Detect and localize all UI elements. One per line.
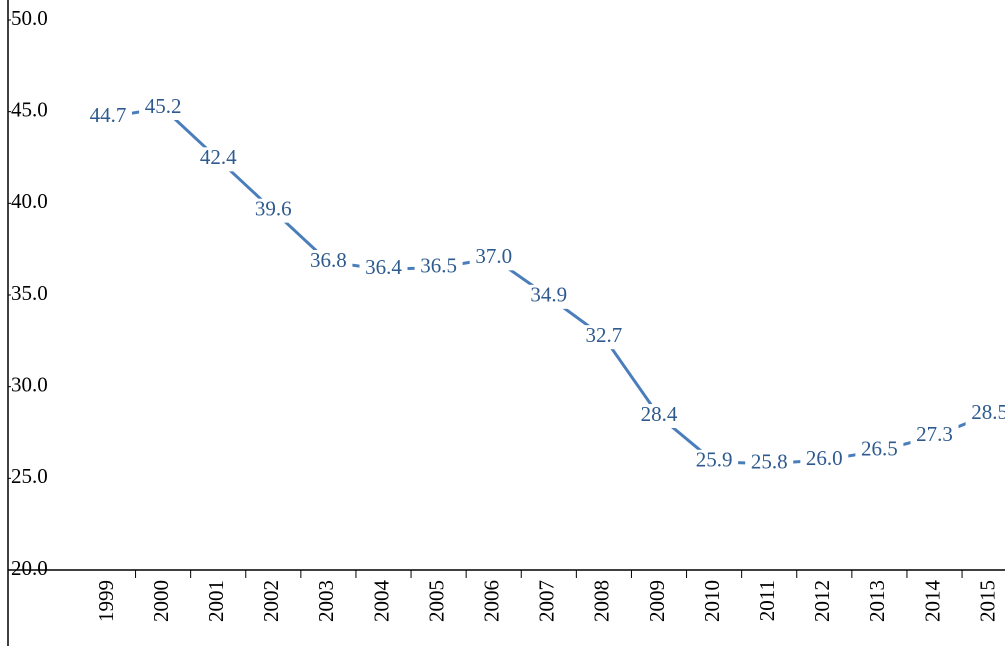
label-bg xyxy=(800,448,849,472)
label-bg xyxy=(469,246,518,271)
label-bg xyxy=(249,198,298,223)
label-bg xyxy=(635,404,683,428)
data-label: 36.4 xyxy=(365,255,402,279)
data-label: 25.9 xyxy=(696,448,733,472)
data-label: 26.5 xyxy=(861,437,898,461)
x-tick-label: 2007 xyxy=(535,580,559,622)
x-tick-label: 2000 xyxy=(149,580,173,622)
y-tick-label: 35.0 xyxy=(11,281,48,305)
label-bg xyxy=(690,449,739,474)
data-label: 32.7 xyxy=(586,323,623,347)
y-tick-label: 50.0 xyxy=(11,6,48,30)
label-bg xyxy=(579,325,628,350)
data-label: 36.5 xyxy=(420,253,457,277)
label-bg xyxy=(965,402,1005,427)
x-tick-label: 2001 xyxy=(204,580,228,622)
label-bg xyxy=(84,105,132,130)
x-tick-label: 2013 xyxy=(865,580,889,622)
label-bg xyxy=(414,255,463,280)
y-tick-label: 30.0 xyxy=(11,372,48,396)
x-tick-label: 2015 xyxy=(975,580,999,622)
data-label: 28.5 xyxy=(971,400,1005,424)
x-tick-label: 2012 xyxy=(810,580,834,622)
y-tick-label: 45.0 xyxy=(11,97,48,121)
data-label: 42.4 xyxy=(200,145,237,169)
data-label: 26.0 xyxy=(806,446,843,470)
x-tick-label: 2008 xyxy=(590,580,614,622)
label-bg xyxy=(359,257,408,282)
label-bg xyxy=(910,424,959,449)
label-bg xyxy=(855,438,904,463)
y-tick-label: 20.0 xyxy=(11,556,48,580)
data-label: 44.7 xyxy=(90,103,127,127)
x-tick-label: 2010 xyxy=(700,580,724,622)
label-bg xyxy=(745,451,794,476)
x-tick-label: 2006 xyxy=(480,580,504,622)
data-label: 36.8 xyxy=(310,248,347,272)
y-tick-label: 25.0 xyxy=(11,464,48,488)
label-bg xyxy=(194,147,243,172)
x-tick-label: 2005 xyxy=(424,580,448,622)
label-bg xyxy=(304,250,353,274)
label-bg xyxy=(524,284,573,309)
data-label: 27.3 xyxy=(916,422,953,446)
x-tick-label: 2009 xyxy=(645,580,669,622)
x-tick-label: 1999 xyxy=(94,580,118,622)
data-label: 39.6 xyxy=(255,196,292,220)
data-label: 45.2 xyxy=(145,94,182,118)
x-tick-label: 2014 xyxy=(920,580,944,623)
x-tick-label: 2011 xyxy=(755,580,779,621)
x-tick-label: 2003 xyxy=(314,580,338,622)
y-tick-label: 40.0 xyxy=(11,189,48,213)
data-label: 25.8 xyxy=(751,449,788,473)
x-tick-label: 2002 xyxy=(259,580,283,622)
data-label: 28.4 xyxy=(641,402,678,426)
label-bg xyxy=(139,96,188,120)
data-label: 37.0 xyxy=(475,244,512,268)
data-label: 34.9 xyxy=(530,283,567,307)
x-tick-label: 2004 xyxy=(369,580,393,623)
